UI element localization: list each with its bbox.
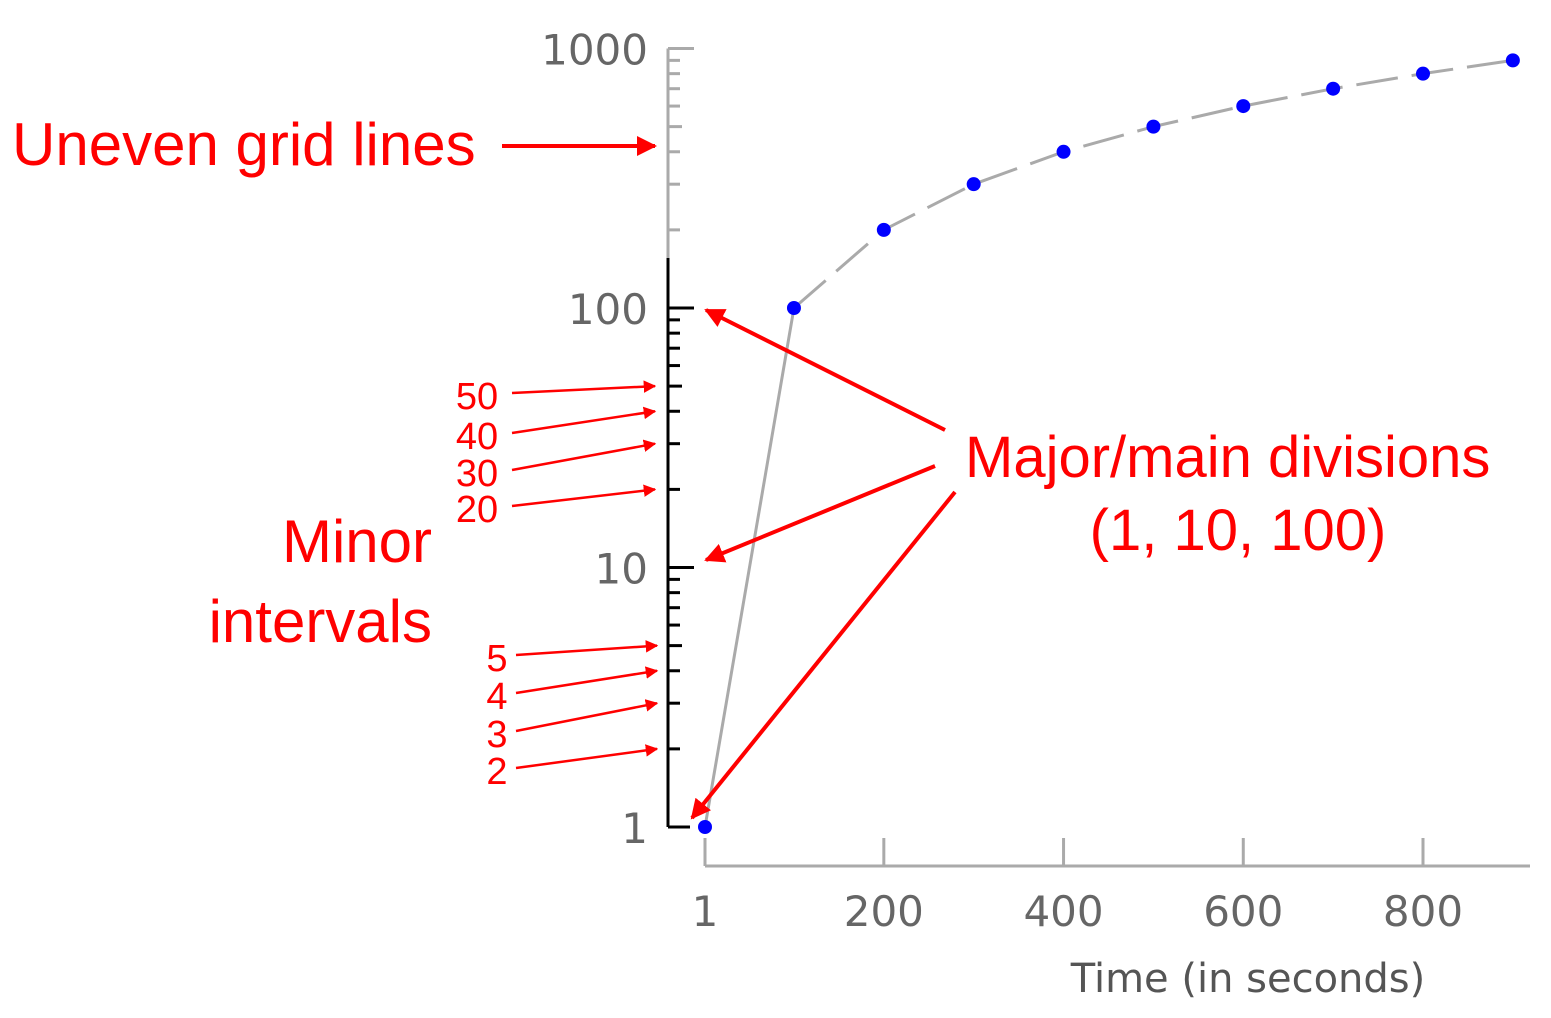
series-line-solid [703,307,796,828]
arrow-major-1 [690,490,957,820]
arrow-minor-value [511,439,657,472]
arrow-minor-value [511,484,657,508]
x-tick-label: 800 [1383,887,1463,936]
annotation-minor-value: 2 [486,751,507,793]
x-tick-label: 400 [1023,887,1103,936]
data-point [1326,81,1341,96]
arrow-minor-value [515,666,659,695]
data-point [698,820,712,834]
annotation-major-2: (1, 10, 100) [1090,498,1387,563]
annotation-minor-1: Minor [282,508,432,575]
data-point [1236,99,1251,114]
data-point [1416,66,1430,81]
data-point [876,222,891,237]
annotations: Uneven grid lines Minor intervals Major/… [12,111,1490,820]
y-tick-label: 1 [621,804,648,853]
annotation-minor-value: 4 [486,676,507,718]
arrow-minor-value [511,406,657,435]
data-point [1146,119,1161,134]
data-point [1505,53,1520,68]
y-tick-label: 100 [568,285,648,334]
annotation-minor-value: 40 [456,416,498,458]
x-tick-label: 1 [692,887,719,936]
series-line-dashed [792,58,1514,310]
annotation-uneven-grid: Uneven grid lines [12,111,476,178]
arrow-major-100 [704,308,946,432]
data-marks [698,53,1520,834]
annotation-minor-value: 3 [486,714,507,756]
arrow-minor-value [515,699,659,733]
arrow-minor-value [515,744,659,770]
y-tick-label: 10 [595,545,648,594]
annotation-minor-2: intervals [209,588,432,655]
annotation-minor-value: 50 [456,376,498,418]
arrow-minor-value [515,640,659,657]
data-point [786,301,801,315]
annotation-minor-value: 5 [486,638,507,680]
data-point [1056,144,1071,159]
annotation-minor-value: 20 [456,489,498,531]
x-axis-label: Time (in seconds) [1070,956,1426,1002]
data-point [966,177,981,192]
arrow-major-10 [704,464,936,563]
tick-labels: 1 10 100 1000 1 200 400 600 800 [541,26,1463,937]
arrow-minor-value [511,380,657,395]
x-tick-label: 200 [844,887,924,936]
annotation-major-1: Major/main divisions [965,425,1490,490]
annotation-minor-value: 30 [456,453,498,495]
y-tick-label: 1000 [541,26,648,75]
x-tick-label: 600 [1203,887,1283,936]
axes [666,47,1530,868]
